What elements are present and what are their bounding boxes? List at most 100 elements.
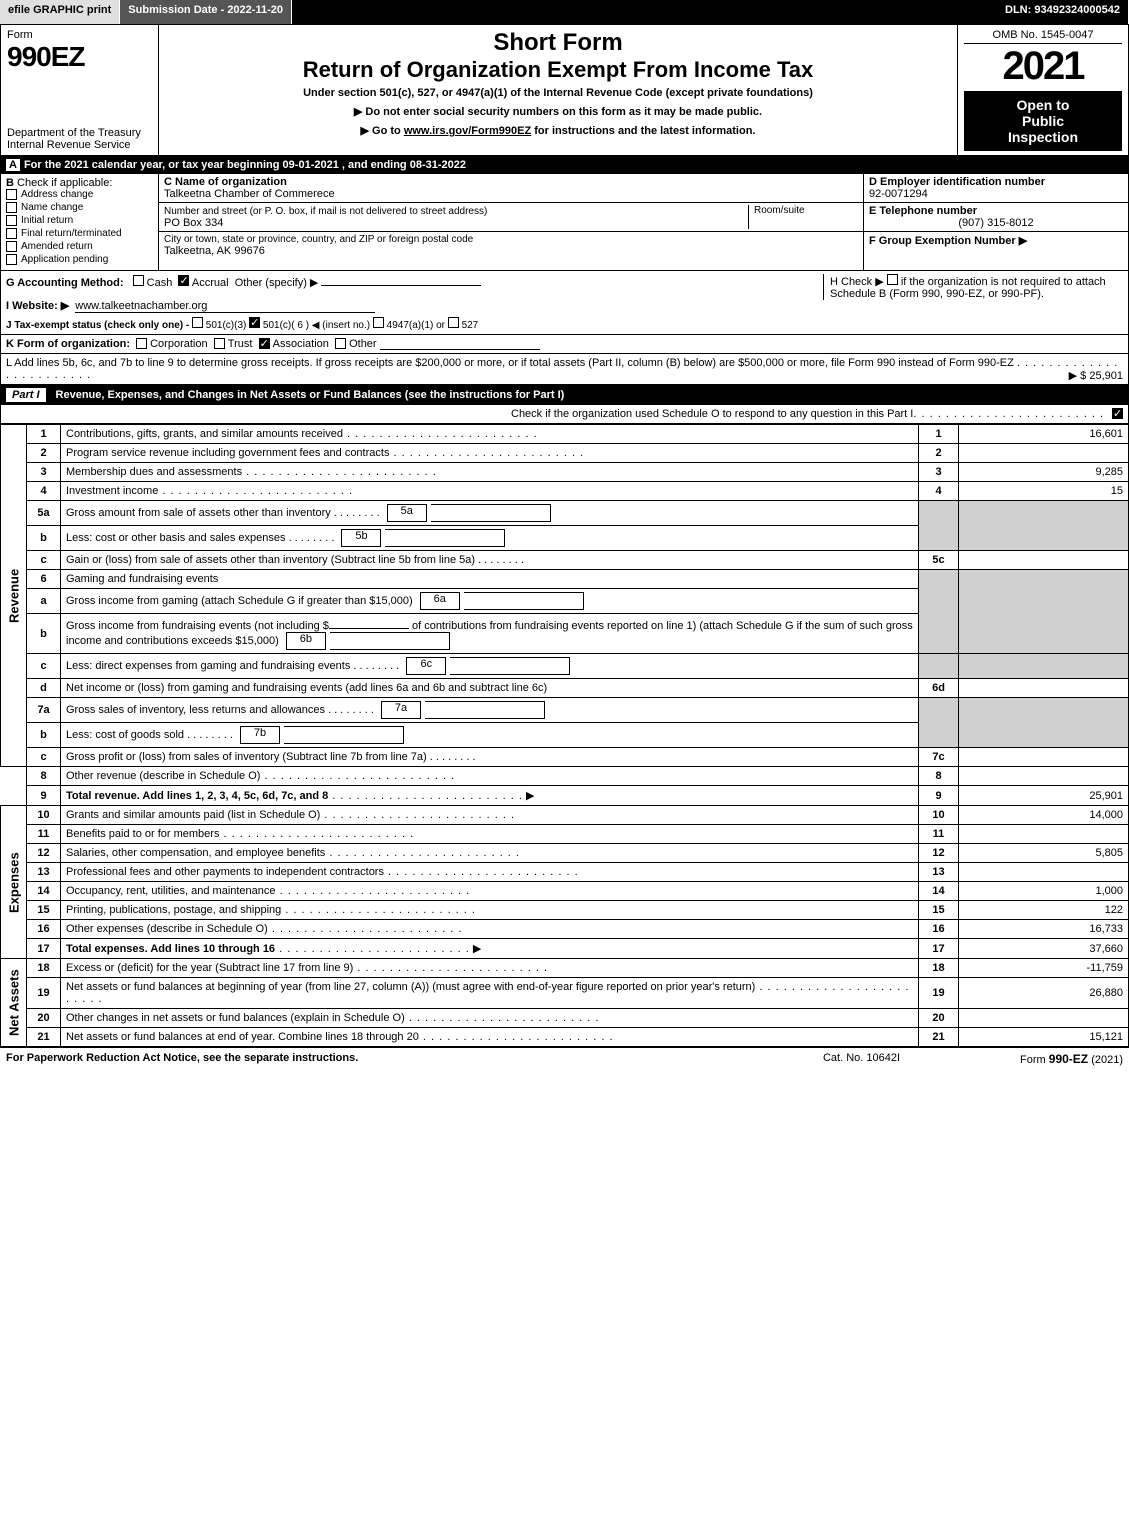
line-5a-text: Gross amount from sale of assets other t…	[66, 507, 380, 519]
chk-schedule-o[interactable]	[1112, 408, 1123, 419]
row-a-text: For the 2021 calendar year, or tax year …	[24, 159, 466, 171]
line-12-value: 5,805	[959, 844, 1129, 863]
line-17-text: Total expenses. Add lines 10 through 16	[66, 943, 275, 955]
row-g-h: G Accounting Method: Cash Accrual Other …	[0, 271, 1129, 335]
revenue-side-label: Revenue	[1, 425, 27, 767]
line-7b-text: Less: cost of goods sold	[66, 729, 233, 741]
badge-line2: Public	[1022, 113, 1064, 129]
line-5c-text: Gain or (loss) from sale of assets other…	[66, 554, 524, 566]
paperwork-notice: For Paperwork Reduction Act Notice, see …	[6, 1052, 358, 1066]
goto-instruction: Go to www.irs.gov/Form990EZ for instruct…	[167, 124, 949, 137]
chk-name-change[interactable]: Name change	[6, 202, 153, 213]
line-16-value: 16,733	[959, 920, 1129, 939]
line-12-text: Salaries, other compensation, and employ…	[66, 847, 520, 859]
chk-cash[interactable]	[133, 275, 144, 286]
gross-receipts-value: ▶ $ 25,901	[1069, 369, 1123, 382]
chk-trust[interactable]	[214, 338, 225, 349]
line-5b-text: Less: cost or other basis and sales expe…	[66, 532, 334, 544]
line-18-value: -11,759	[959, 959, 1129, 978]
other-label: Other (specify) ▶	[235, 277, 319, 289]
line-9-text: Total revenue. Add lines 1, 2, 3, 4, 5c,…	[66, 790, 328, 802]
line-14-text: Occupancy, rent, utilities, and maintena…	[66, 885, 470, 897]
chk-association[interactable]	[259, 338, 270, 349]
chk-application-pending[interactable]: Application pending	[6, 254, 153, 265]
line-4-text: Investment income	[66, 485, 353, 497]
part-1-header: Part I Revenue, Expenses, and Changes in…	[0, 385, 1129, 405]
header-center: Short Form Return of Organization Exempt…	[159, 25, 958, 155]
line-19-text: Net assets or fund balances at beginning…	[66, 981, 909, 1005]
line-16-text: Other expenses (describe in Schedule O)	[66, 923, 462, 935]
website-link[interactable]: www.talkeetnachamber.org	[75, 300, 375, 313]
col-b-checkboxes: B Check if applicable: Address change Na…	[1, 174, 159, 270]
accrual-label: Accrual	[192, 277, 229, 289]
line-19-value: 26,880	[959, 978, 1129, 1009]
section-b-through-f: B Check if applicable: Address change Na…	[0, 174, 1129, 271]
org-name-value: Talkeetna Chamber of Commerece	[164, 188, 858, 200]
cash-label: Cash	[147, 277, 173, 289]
form-number: 990EZ	[7, 41, 152, 73]
footer: For Paperwork Reduction Act Notice, see …	[0, 1047, 1129, 1070]
row-h: H Check ▶ if the organization is not req…	[823, 274, 1123, 300]
badge-line3: Inspection	[1008, 129, 1078, 145]
line-18-text: Excess or (deficit) for the year (Subtra…	[66, 962, 548, 974]
line-21-text: Net assets or fund balances at end of ye…	[66, 1031, 614, 1043]
part-1-title: Revenue, Expenses, and Changes in Net As…	[56, 389, 565, 401]
total-expenses-value: 37,660	[959, 939, 1129, 959]
form-header: Form 990EZ Department of the Treasury In…	[0, 24, 1129, 156]
phone-label: E Telephone number	[869, 205, 977, 217]
spacer	[292, 0, 997, 24]
part-1-table: Revenue 1Contributions, gifts, grants, a…	[0, 424, 1129, 1047]
line-6d-text: Net income or (loss) from gaming and fun…	[61, 679, 919, 698]
goto-pre: Go to	[372, 125, 404, 137]
chk-corporation[interactable]	[136, 338, 147, 349]
irs-link[interactable]: www.irs.gov/Form990EZ	[404, 125, 531, 137]
line-20-text: Other changes in net assets or fund bala…	[66, 1012, 599, 1024]
room-suite-label: Room/suite	[748, 205, 858, 229]
chk-501c[interactable]	[249, 317, 260, 328]
line-10-value: 14,000	[959, 806, 1129, 825]
form-year: 2021	[964, 44, 1122, 89]
other-specify-input[interactable]	[321, 274, 481, 286]
submission-date-button[interactable]: Submission Date - 2022-11-20	[120, 0, 292, 24]
h-pre: H Check ▶	[830, 276, 884, 288]
chk-accrual[interactable]	[178, 275, 189, 286]
line-3-text: Membership dues and assessments	[66, 466, 437, 478]
chk-initial-return[interactable]: Initial return	[6, 215, 153, 226]
inspection-badge: Open to Public Inspection	[964, 91, 1122, 151]
line-2-value	[959, 444, 1129, 463]
short-form-title: Short Form	[167, 29, 949, 57]
chk-other-org[interactable]	[335, 338, 346, 349]
line-7c-text: Gross profit or (loss) from sales of inv…	[66, 751, 476, 763]
irs-label: Internal Revenue Service	[7, 139, 131, 151]
chk-501c3[interactable]	[192, 317, 203, 328]
line-6c-text: Less: direct expenses from gaming and fu…	[66, 660, 399, 672]
main-title: Return of Organization Exempt From Incom…	[167, 57, 949, 83]
dept-label: Department of the Treasury	[7, 127, 141, 139]
chk-4947[interactable]	[373, 317, 384, 328]
line-1-text: Contributions, gifts, grants, and simila…	[66, 428, 538, 440]
ssn-warning: Do not enter social security numbers on …	[167, 105, 949, 118]
line-6b-text1: Gross income from fundraising events (no…	[66, 620, 329, 632]
total-revenue-value: 25,901	[959, 786, 1129, 806]
line-15-text: Printing, publications, postage, and shi…	[66, 904, 476, 916]
row-l: L Add lines 5b, 6c, and 7b to line 9 to …	[0, 354, 1129, 385]
omb-number: OMB No. 1545-0047	[964, 29, 1122, 44]
chk-527[interactable]	[448, 317, 459, 328]
badge-line1: Open to	[1017, 97, 1070, 113]
city-label: City or town, state or province, country…	[164, 234, 858, 245]
under-section: Under section 501(c), 527, or 4947(a)(1)…	[167, 87, 949, 99]
chk-amended-return[interactable]: Amended return	[6, 241, 153, 252]
chk-final-return[interactable]: Final return/terminated	[6, 228, 153, 239]
tax-exempt-label: J Tax-exempt status (check only one) -	[6, 320, 189, 331]
part-1-check-text: Check if the organization used Schedule …	[511, 408, 913, 420]
line-1-value: 16,601	[959, 425, 1129, 444]
chk-address-change[interactable]: Address change	[6, 189, 153, 200]
goto-post: for instructions and the latest informat…	[531, 125, 755, 137]
efile-button[interactable]: efile GRAPHIC print	[0, 0, 120, 24]
row-a-tax-year: AFor the 2021 calendar year, or tax year…	[0, 156, 1129, 174]
org-name-label: C Name of organization	[164, 176, 858, 188]
chk-schedule-b[interactable]	[887, 274, 898, 285]
line-7a-text: Gross sales of inventory, less returns a…	[66, 704, 374, 716]
website-label: I Website: ▶	[6, 300, 69, 312]
line-15-value: 122	[959, 901, 1129, 920]
